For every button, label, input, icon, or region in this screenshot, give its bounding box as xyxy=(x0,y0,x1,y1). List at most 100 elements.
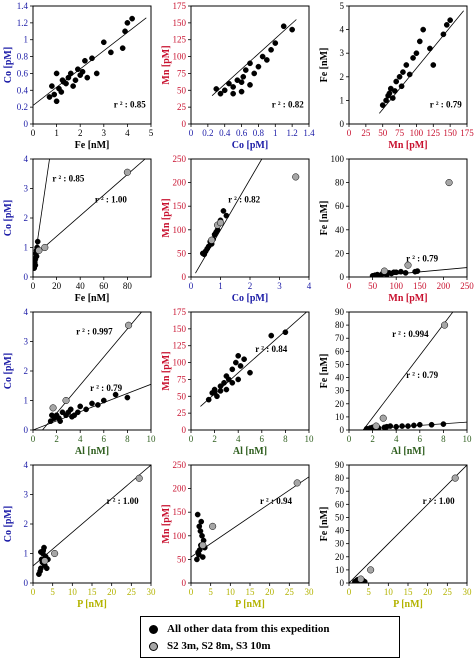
y-axis-label: Co [pM] xyxy=(3,47,14,83)
y-tick-label: 175 xyxy=(173,307,187,317)
black-point xyxy=(403,62,410,68)
regression-line xyxy=(191,476,309,558)
gray-point xyxy=(451,474,459,482)
gray-point xyxy=(62,396,70,405)
x-tick-label: 1 xyxy=(273,128,278,138)
plot-area xyxy=(211,19,297,97)
gray-point xyxy=(404,261,412,269)
black-point xyxy=(226,80,232,87)
black-point xyxy=(392,88,398,94)
r-squared-annotation: r ² : 0.82 xyxy=(272,99,305,109)
x-tick-label: 4 xyxy=(394,434,399,444)
y-tick-label: 75 xyxy=(177,374,187,384)
y-tick-label: 2 xyxy=(24,519,29,529)
x-tick-label: 4 xyxy=(307,281,312,291)
x-tick-label: 125 xyxy=(427,128,441,138)
gray-point xyxy=(41,557,49,565)
legend-gray-marker xyxy=(149,641,158,651)
y-tick-label: 50 xyxy=(335,512,345,522)
black-point xyxy=(259,53,266,60)
y-tick-label: 60 xyxy=(335,499,345,509)
black-point xyxy=(33,253,40,260)
x-tick-label: 15 xyxy=(246,587,256,597)
y-tick-label: 0.4 xyxy=(17,85,29,95)
black-point xyxy=(416,38,423,45)
gray-point xyxy=(125,321,133,329)
y-tick-label: 20 xyxy=(335,248,345,258)
legend-item-gray: S2 3m, S2 8m, S3 10m xyxy=(149,638,271,654)
gray-point xyxy=(51,549,59,558)
gray-point xyxy=(380,267,388,275)
x-tick-label: 4 xyxy=(125,128,130,138)
r-squared-annotation: r ² : 0.79 xyxy=(430,99,463,109)
black-point xyxy=(34,238,41,245)
y-axis-label: Co [pM] xyxy=(3,506,14,542)
black-point xyxy=(211,390,218,396)
x-tick-label: 3 xyxy=(277,281,282,291)
y-axis-label: Fe [nM] xyxy=(319,48,330,83)
x-tick-label: 6 xyxy=(102,434,107,444)
r-squared-annotation: r ² : 0.79 xyxy=(90,383,123,393)
gray-point xyxy=(367,566,375,574)
black-point xyxy=(289,26,295,33)
black-point xyxy=(67,70,74,77)
y-tick-label: 0 xyxy=(24,425,29,435)
x-tick-label: 5 xyxy=(208,587,213,597)
x-tick-label: 40 xyxy=(76,281,86,291)
black-point xyxy=(82,57,88,64)
plot-area xyxy=(379,10,464,114)
black-point xyxy=(51,91,58,98)
black-point xyxy=(213,86,220,92)
black-point xyxy=(72,77,79,84)
r-squared-annotation: r ² : 0.94 xyxy=(260,496,293,506)
x-tick-label: 0 xyxy=(189,128,194,138)
black-point xyxy=(237,363,244,369)
x-axis-label: P [nM] xyxy=(235,599,265,610)
legend-gray-label: S2 3m, S2 8m, S3 10m xyxy=(167,640,271,652)
regression-line xyxy=(362,312,454,430)
y-tick-label: 1 xyxy=(24,396,29,406)
black-point xyxy=(38,549,44,555)
plot-area xyxy=(369,179,467,277)
x-tick-label: 0.2 xyxy=(202,128,213,138)
black-point xyxy=(389,95,396,101)
black-point xyxy=(238,88,245,95)
black-point xyxy=(83,406,89,413)
black-point xyxy=(58,89,65,95)
black-point xyxy=(413,50,420,57)
y-tick-label: 0 xyxy=(340,119,345,129)
black-point xyxy=(405,423,411,429)
black-point xyxy=(217,90,224,97)
black-point xyxy=(282,329,289,336)
black-point xyxy=(65,74,72,81)
regression-line xyxy=(33,465,151,567)
black-point xyxy=(122,28,128,35)
y-tick-label: 0.6 xyxy=(17,68,29,78)
y-tick-label: 3 xyxy=(24,184,29,194)
black-point xyxy=(232,359,239,366)
x-tick-label: 250 xyxy=(460,281,474,291)
black-point xyxy=(129,15,135,22)
r-squared-annotation: r ² : 0.79 xyxy=(406,370,439,380)
black-point xyxy=(67,406,74,413)
y-tick-label: 0 xyxy=(182,272,187,282)
y-tick-label: 30 xyxy=(335,539,345,549)
y-tick-label: 60 xyxy=(335,346,345,356)
x-tick-label: 10 xyxy=(463,434,473,444)
black-point xyxy=(410,55,416,61)
y-tick-label: 200 xyxy=(173,484,187,494)
plot-area xyxy=(33,15,147,106)
black-point xyxy=(235,376,242,383)
plot-frame xyxy=(32,5,152,125)
black-point xyxy=(280,23,287,30)
black-point xyxy=(59,77,66,84)
black-point xyxy=(247,60,253,67)
black-point xyxy=(77,403,84,410)
x-tick-label: 3 xyxy=(102,128,107,138)
black-point xyxy=(74,66,81,73)
y-tick-label: 50 xyxy=(335,359,345,369)
y-tick-label: 0 xyxy=(182,578,187,588)
y-tick-label: 150 xyxy=(173,201,187,211)
black-point xyxy=(119,45,126,51)
